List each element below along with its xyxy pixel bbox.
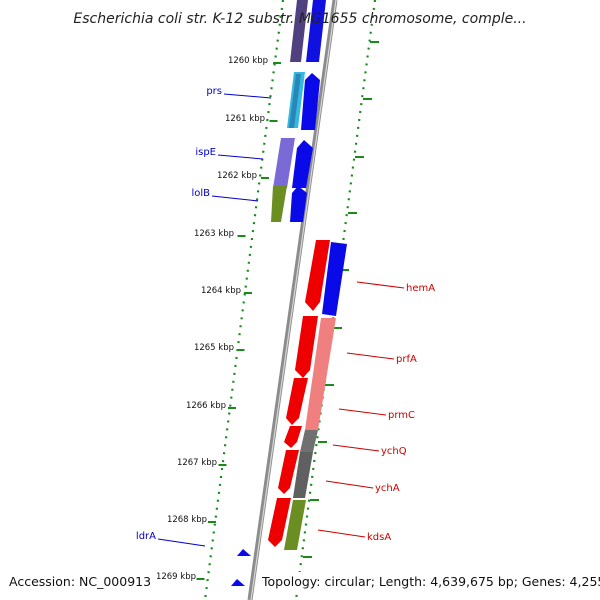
gene-leader-line xyxy=(356,281,405,289)
ldrA-arrow-1 xyxy=(237,549,251,556)
lower-gene-blocks xyxy=(268,240,347,550)
tick-label: 1262 kbp xyxy=(217,171,257,181)
gene-leader-line xyxy=(332,444,380,452)
gene-block-ychQ-grey xyxy=(300,430,318,452)
accession-bg xyxy=(6,572,148,592)
gene-label-ychQ: ychQ xyxy=(381,446,407,457)
gene-label-ychA: ychA xyxy=(375,483,400,494)
gene-block-red-2 xyxy=(295,316,318,378)
gene-label-lolB: lolB xyxy=(191,188,210,199)
outer-dotted-ring xyxy=(294,0,377,600)
tick-label: 1265 kbp xyxy=(194,343,234,353)
gene-block-ispE-blue xyxy=(292,140,313,188)
gene-block-ispE-purple xyxy=(273,138,295,188)
gene-block-prfA-pink xyxy=(305,318,336,430)
gene-block-red-3 xyxy=(286,378,308,425)
gene-block-top-blue xyxy=(306,0,326,62)
tick-label: 1260 kbp xyxy=(228,56,268,66)
map-title: Escherichia coli str. K-12 substr. MG165… xyxy=(73,11,526,27)
gene-block-lolB-blue xyxy=(290,186,307,222)
gene-leader-line xyxy=(317,529,366,538)
left-gene-labels: prs ispE lolB ldrA xyxy=(136,86,272,547)
gene-label-ldrA: ldrA xyxy=(136,531,156,542)
upper-gene-blocks xyxy=(271,0,326,222)
gene-block-ychA-darkgrey xyxy=(293,452,313,498)
backbone xyxy=(247,0,338,600)
gene-block-red-4 xyxy=(284,426,302,448)
gene-label-kdsA: kdsA xyxy=(367,532,391,543)
outer-ring-dashes xyxy=(303,41,379,558)
summary-bg xyxy=(258,572,596,592)
gene-label-ispE: ispE xyxy=(195,147,216,158)
ldrA-arrows xyxy=(231,549,251,586)
accession-text: Accession: NC_000913 xyxy=(9,574,151,589)
inner-dotted-ring xyxy=(203,0,285,600)
gene-label-prfA: prfA xyxy=(396,354,417,365)
genome-summary: Topology: circular; Length: 4,639,675 bp… xyxy=(261,574,600,589)
gene-block-top-purple xyxy=(290,0,308,62)
gene-block-hemA-red xyxy=(305,240,330,311)
gene-leader-line xyxy=(346,352,395,360)
gene-block-hemA-blue xyxy=(322,242,347,316)
tick-label: 1266 kbp xyxy=(186,401,226,411)
gene-label-hemA: hemA xyxy=(406,283,435,294)
gene-block-prs-teal xyxy=(289,74,301,128)
gene-leader-line xyxy=(338,408,387,416)
tick-label: 1261 kbp xyxy=(225,114,265,124)
right-gene-labels: hemA prfA prmC ychQ ychA kdsA xyxy=(317,281,435,543)
gene-leader-line xyxy=(223,93,272,99)
tick-marks: 1260 kbp 1261 kbp 1262 kbp 1263 kbp 1264 kbp… xyxy=(156,56,281,582)
gene-leader-line xyxy=(211,195,259,202)
gene-leader-line xyxy=(325,480,374,489)
gene-block-red-5 xyxy=(278,450,299,494)
tick-label: 1263 kbp xyxy=(194,229,234,239)
tick-label: 1267 kbp xyxy=(177,458,217,468)
gene-label-prs: prs xyxy=(206,86,222,97)
gene-block-prs-blue xyxy=(301,73,320,130)
gene-block-kdsA-olive xyxy=(284,500,306,550)
ldrA-arrow-2 xyxy=(231,579,245,586)
tick-label: 1268 kbp xyxy=(167,515,207,525)
gene-leader-line xyxy=(157,538,206,547)
gene-block-lolB-olive xyxy=(271,186,287,222)
tick-label: 1269 kbp xyxy=(156,572,196,582)
tick-label: 1264 kbp xyxy=(201,286,241,296)
gene-leader-line xyxy=(217,154,264,160)
gene-label-prmC: prmC xyxy=(388,410,415,421)
gene-block-red-6 xyxy=(268,498,291,547)
